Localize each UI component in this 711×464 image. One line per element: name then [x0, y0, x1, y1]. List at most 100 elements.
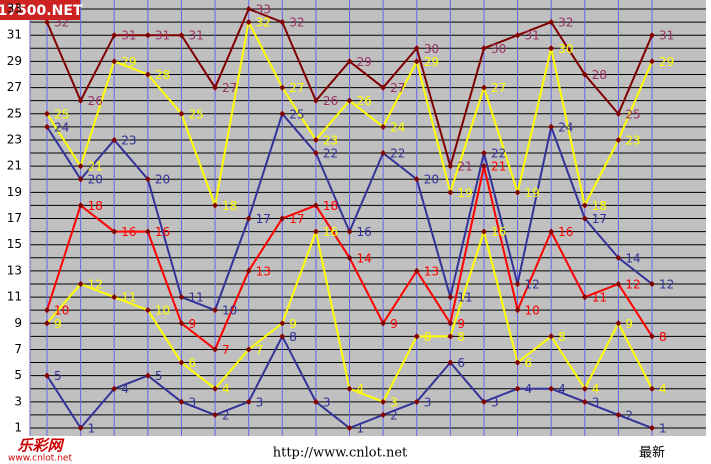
point-marker	[212, 202, 219, 209]
y-tick-label: 5	[14, 368, 22, 382]
y-tick-label: 7	[14, 342, 22, 356]
data-label: 7	[256, 343, 264, 357]
data-label: 16	[155, 225, 170, 239]
data-label: 1	[88, 422, 96, 436]
data-label: 21	[457, 160, 472, 174]
point-marker	[346, 254, 353, 261]
data-label: 4	[357, 382, 365, 396]
point-marker	[514, 280, 521, 287]
point-marker	[548, 19, 555, 26]
y-tick-label: 23	[7, 132, 22, 146]
point-marker	[279, 333, 286, 340]
y-tick-label: 11	[7, 290, 22, 304]
data-label: 10	[155, 304, 170, 318]
point-marker	[346, 385, 353, 392]
point-marker	[413, 333, 420, 340]
point-marker	[480, 45, 487, 52]
data-label: 16	[357, 225, 372, 239]
data-label: 3	[323, 395, 331, 409]
point-marker	[212, 307, 219, 314]
data-label: 6	[457, 356, 465, 370]
point-marker	[649, 425, 655, 431]
data-label: 3	[390, 395, 398, 409]
point-marker	[312, 398, 319, 405]
point-marker	[380, 123, 387, 130]
data-label: 17	[256, 212, 271, 226]
point-marker	[77, 97, 84, 104]
data-label: 16	[121, 225, 136, 239]
point-marker	[649, 32, 655, 39]
point-marker	[77, 280, 84, 287]
point-marker	[615, 280, 622, 287]
point-marker	[44, 123, 50, 130]
y-tick-label: 15	[7, 237, 22, 251]
data-label: 29	[121, 55, 136, 69]
data-label: 30	[558, 42, 573, 56]
data-label: 9	[289, 317, 297, 331]
point-marker	[380, 411, 387, 418]
data-label: 1	[659, 422, 667, 436]
data-label: 4	[659, 382, 667, 396]
data-label: 8	[659, 330, 667, 344]
point-marker	[212, 385, 219, 392]
data-label: 5	[54, 369, 62, 383]
data-label: 26	[88, 94, 103, 108]
point-marker	[581, 398, 588, 405]
point-marker	[548, 333, 555, 340]
data-label: 8	[424, 330, 432, 344]
point-marker	[548, 385, 555, 392]
point-marker	[178, 320, 185, 327]
data-label: 29	[659, 55, 674, 69]
point-marker	[548, 228, 555, 235]
point-marker	[413, 176, 420, 183]
point-marker	[346, 97, 353, 104]
point-marker	[413, 45, 420, 52]
point-marker	[77, 202, 84, 209]
data-label: 27	[491, 81, 506, 95]
data-label: 16	[323, 225, 338, 239]
data-label: 9	[188, 317, 196, 331]
point-marker	[447, 163, 454, 170]
point-marker	[447, 189, 454, 196]
data-label: 2	[222, 408, 230, 422]
data-label: 22	[390, 147, 405, 161]
point-marker	[245, 267, 252, 274]
point-marker	[245, 215, 252, 222]
data-label: 14	[357, 251, 372, 265]
data-label: 2	[625, 408, 633, 422]
point-marker	[111, 58, 118, 65]
data-label: 4	[121, 382, 129, 396]
data-label: 18	[222, 199, 237, 213]
point-marker	[178, 110, 185, 117]
data-label: 2	[390, 408, 398, 422]
data-label: 9	[390, 317, 398, 331]
point-marker	[111, 228, 118, 235]
point-marker	[178, 359, 185, 366]
data-label: 18	[592, 199, 607, 213]
y-tick-label: 21	[7, 159, 22, 173]
data-label: 25	[625, 107, 640, 121]
point-marker	[312, 228, 319, 235]
grid	[29, 0, 706, 436]
data-label: 4	[558, 382, 566, 396]
point-marker	[346, 425, 353, 431]
point-marker	[245, 398, 252, 405]
data-label: 12	[525, 277, 540, 291]
data-label: 11	[457, 291, 472, 305]
data-label: 6	[525, 356, 533, 370]
data-label: 9	[54, 317, 62, 331]
logo-box	[0, 0, 80, 20]
point-marker	[279, 110, 286, 117]
data-label: 10	[525, 304, 540, 318]
data-label: 18	[88, 199, 103, 213]
point-marker	[346, 58, 353, 65]
data-label: 27	[289, 81, 304, 95]
data-label: 13	[256, 264, 271, 278]
data-label: 29	[357, 55, 372, 69]
data-label: 17	[592, 212, 607, 226]
point-marker	[178, 294, 185, 301]
y-tick-label: 17	[7, 211, 22, 225]
data-label: 27	[222, 81, 237, 95]
data-label: 31	[525, 29, 540, 43]
